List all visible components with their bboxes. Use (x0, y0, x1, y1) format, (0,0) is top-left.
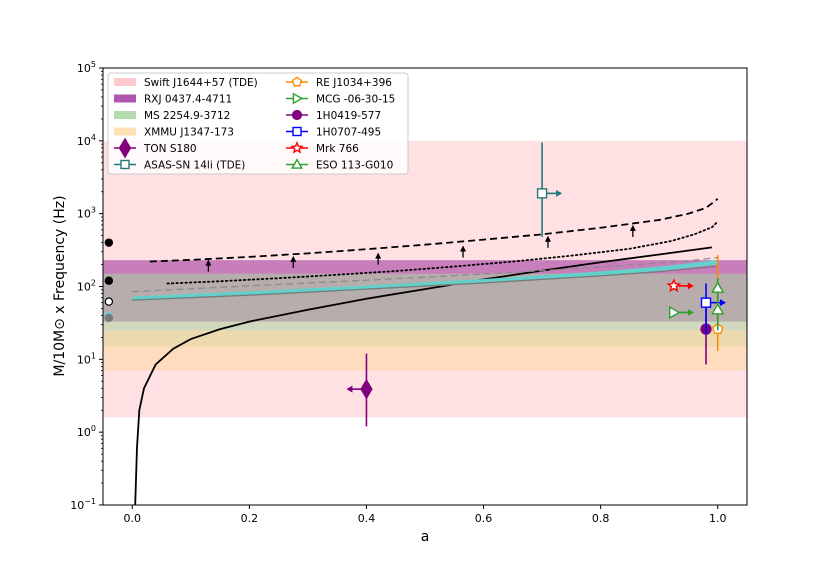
x-tick-label: 0.2 (241, 512, 259, 525)
limit-arrow-1h0707-495-head (720, 299, 727, 307)
up-arrow-head (460, 245, 467, 252)
up-arrow-head (290, 255, 297, 262)
y-tick-label: 10−1 (70, 497, 96, 512)
up-arrow-head (629, 224, 636, 231)
point-ton-s180 (360, 378, 373, 400)
curve-black-solid (134, 246, 712, 505)
left-marker-point (104, 276, 114, 285)
curve-grey-solid (132, 265, 718, 301)
legend-swatch-ms-2254-9-3712 (114, 111, 136, 119)
legend-label-rxj-0437-4-4711: RXJ 0437.4-4711 (144, 94, 232, 106)
y-axis-label: M/10M⊙ x Frequency (Hz) (52, 195, 68, 376)
model-curves (132, 198, 719, 505)
legend-marker-ton-s180 (118, 137, 132, 159)
y-tick-label: 103 (77, 206, 96, 221)
point-asas-sn-14li-tde (536, 188, 548, 199)
point-1h0707-495 (700, 297, 712, 308)
legend-label-1h0419-577: 1H0419-577 (316, 110, 381, 122)
up-arrow-head (205, 259, 212, 266)
y-tick-label: 101 (77, 351, 96, 366)
legend-label-eso-113-g010: ESO 113-G010 (316, 160, 393, 172)
legend-label-mcg-06-30-15: MCG -06-30-15 (316, 94, 395, 106)
curve-cyan-thick (132, 260, 718, 301)
y-axis-ticks: 10−1 100 101 102 103 104 105 (70, 60, 103, 512)
x-axis-ticks: 0.0 0.2 0.4 0.6 0.8 1.0 (124, 505, 727, 525)
frequency-bands (103, 140, 747, 418)
legend-label-re-j1034-396: RE J1034+396 (316, 77, 392, 89)
legend-marker-asas-sn-14li-tde (120, 159, 130, 170)
legend-marker-mrk-766 (290, 140, 304, 154)
left-marker-point (104, 238, 114, 247)
limit-arrow-mrk-766-head (687, 282, 694, 290)
curve-black-dashed (149, 198, 719, 263)
limit-arrow-asas-sn-14li-tde-head (556, 189, 563, 197)
lower-limit-arrows (205, 224, 636, 272)
legend-marker-1h0707-495 (292, 126, 302, 137)
point-mcg-06-30-15 (669, 305, 681, 320)
curve-black-dotted (166, 220, 719, 285)
limit-arrow-ton-s180-head (346, 385, 353, 393)
legend-marker-1h0419-577 (291, 109, 303, 121)
left-marker-point (104, 297, 114, 306)
x-tick-label: 0.4 (358, 512, 376, 525)
y-tick-label: 105 (77, 60, 96, 75)
legend-marker-re-j1034-396 (291, 76, 303, 87)
y-tick-label: 104 (77, 133, 96, 148)
limit-arrow-mcg-06-30-15-head (687, 308, 694, 316)
legend-label-ton-s180: TON S180 (143, 143, 197, 155)
legend-swatch-rxj-0437-4-4711 (114, 94, 136, 103)
x-tick-label: 0.8 (592, 512, 610, 525)
legend: Swift J1644+57 (TDE) RXJ 0437.4-4711 MS 22… (107, 72, 409, 175)
point-extra (711, 281, 725, 293)
y-tick-label: 102 (77, 279, 96, 294)
legend-label-swift-j1644-57-tde: Swift J1644+57 (TDE) (144, 77, 258, 89)
source-points (104, 142, 727, 427)
legend-marker-mcg-06-30-15 (292, 92, 304, 105)
point-eso-113-g010 (711, 302, 725, 315)
x-tick-label: 0.0 (124, 512, 142, 525)
legend-label-ms-2254-9-3712: MS 2254.9-3712 (144, 110, 230, 122)
x-tick-label: 0.6 (475, 512, 493, 525)
legend-box (107, 72, 409, 175)
x-tick-label: 1.0 (709, 512, 727, 525)
legend-label-1h0707-495: 1H0707-495 (316, 127, 381, 139)
legend-swatch-swift-j1644-57-tde (114, 78, 136, 86)
legend-label-asas-sn-14li-tde: ASAS-SN 14li (TDE) (144, 160, 245, 172)
legend-label-mrk-766: Mrk 766 (316, 143, 359, 155)
point-mrk-766 (666, 278, 682, 293)
x-axis-label: a (421, 529, 430, 545)
legend-swatch-xmmu-j1347-173 (114, 127, 136, 136)
left-marker-point (104, 313, 114, 323)
band-xmmu-j1347-173 (103, 330, 747, 371)
up-arrow-head (544, 235, 551, 242)
y-tick-label: 100 (77, 424, 96, 439)
legend-label-xmmu-j1347-173: XMMU J1347-173 (144, 127, 234, 139)
up-arrow-head (375, 252, 382, 259)
legend-marker-eso-113-g010 (290, 158, 304, 169)
